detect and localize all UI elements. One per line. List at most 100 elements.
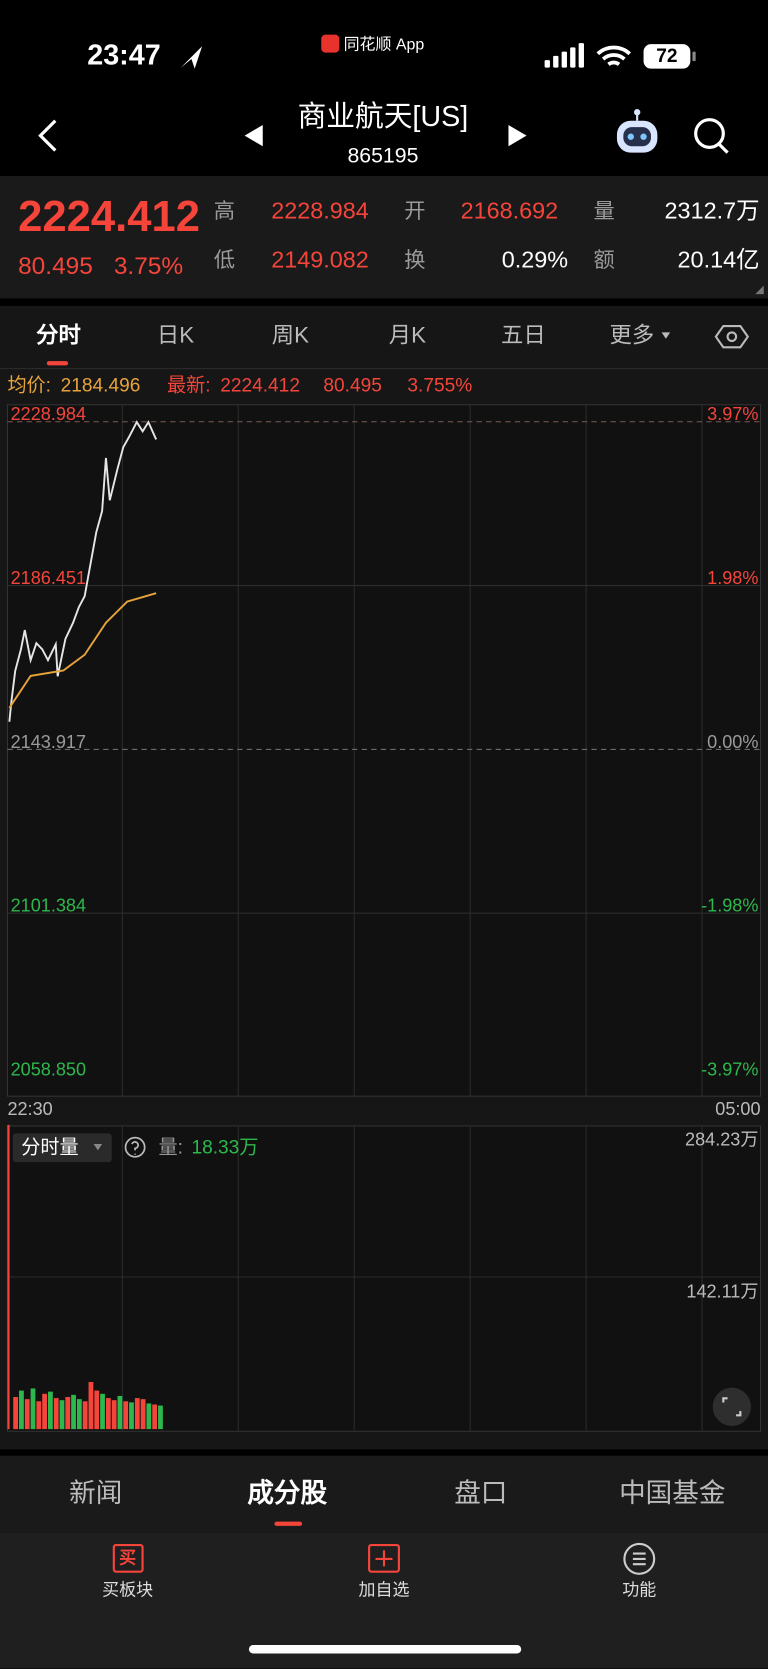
more-arrow [661,332,671,339]
bottom-tab[interactable]: 成分股 [247,1478,327,1508]
volume-bar [140,1399,146,1430]
location-icon [180,46,203,69]
quote-price: 2224.412 [18,193,200,241]
volume-bar [42,1393,47,1430]
volume-bar [53,1398,59,1430]
volume-bar [24,1399,30,1430]
tab[interactable]: 分时 [36,323,81,348]
latest-value: 2224.412 [220,376,300,397]
bottom-tab[interactable]: 中国基金 [619,1478,725,1508]
volume-now-value: 18.33万 [191,1137,258,1158]
volume-bar [111,1400,117,1430]
tab[interactable]: 五日 [501,323,546,348]
expand-button[interactable] [712,1387,751,1426]
turnover-label: 换 [404,248,425,272]
volume-selector-label: 分时量 [21,1136,78,1158]
buy-icon-text: 买 [119,1548,136,1567]
latest-change-pct: 3.755% [407,376,472,397]
x-tick-label: 05:00 [715,1099,760,1119]
help-icon[interactable] [124,1136,146,1158]
tab[interactable]: 日K [157,323,194,348]
avg-label: 均价: [7,375,51,397]
header-title: 商业航天[US] [298,101,469,133]
menu-icon[interactable] [623,1542,656,1575]
volume-bar [71,1394,76,1430]
amount-value: 20.14亿 [678,246,760,272]
y-tick-label: 2186.451 [11,568,86,588]
toolbar-label[interactable]: 功能 [622,1580,656,1599]
status-app: 同花顺 App [344,35,425,53]
latest-change: 80.495 [323,376,382,397]
volume-selector[interactable] [12,1133,112,1163]
y-tick-label: 2058.850 [11,1059,86,1079]
y-tick-label: 142.11万 [686,1282,758,1302]
y-right-label: -1.98% [701,896,758,916]
latest-label: 最新: [167,375,211,397]
next-button[interactable] [508,125,527,147]
y-right-label: 1.98% [707,568,758,588]
volume-bar [117,1395,123,1430]
x-tick-label: 22:30 [7,1099,52,1119]
volume-bar [13,1397,19,1430]
header-code: 865195 [347,144,418,168]
volume-frame [6,1125,762,1432]
volume-bar [100,1393,105,1430]
quote-bg [0,176,768,299]
open-value: 2168.692 [461,197,559,223]
menu-lines [632,1552,646,1566]
volume-bar [36,1401,42,1430]
app-icon [321,34,340,53]
robot-icon[interactable] [616,109,658,153]
tab[interactable]: 更多 [610,323,655,348]
quote-change-pct: 3.75% [114,253,183,280]
selector-arrow [93,1144,103,1151]
battery-icon [643,44,691,69]
volume-bar [129,1402,134,1430]
volume-bar [88,1382,94,1430]
settings-dot [726,331,738,343]
corner-mark [755,285,764,295]
low-label: 低 [214,248,235,272]
signal-icon [544,43,584,68]
volume-bar [94,1390,100,1430]
volume-bar [65,1397,71,1430]
volume-bar [134,1398,140,1430]
back-button[interactable] [38,119,57,152]
volume-label: 量 [594,199,615,223]
low-value: 2149.082 [271,246,369,272]
volume-now-label: 量: [158,1137,182,1158]
tab-indicator [46,361,69,366]
bottom-tab[interactable]: 盘口 [454,1478,507,1508]
high-label: 高 [214,199,235,223]
y-tick-label: 2143.917 [11,732,86,752]
volume-bar [19,1390,24,1430]
bottom-tab[interactable]: 新闻 [69,1478,122,1508]
y-tick-label: 2101.384 [11,896,86,916]
volume-bar [30,1388,36,1430]
volume-bar [59,1400,65,1430]
toolbar-label[interactable]: 加自选 [359,1580,410,1599]
y-right-label: -3.97% [701,1059,758,1079]
volume-bar [7,1124,10,1430]
toolbar-label[interactable]: 买板块 [102,1580,153,1599]
volume-bar [123,1401,129,1430]
tab[interactable]: 月K [389,323,426,348]
settings-button[interactable] [714,324,750,349]
add-icon[interactable] [368,1543,400,1573]
search-button[interactable] [694,118,729,154]
battery-level: 72 [656,46,677,67]
volume-bar [158,1405,163,1430]
wifi-icon [596,45,631,66]
prev-button[interactable] [244,125,263,147]
home-indicator [248,1645,522,1654]
tab[interactable]: 周K [272,323,309,348]
volume-bar [82,1401,88,1430]
battery-tip [692,51,696,62]
turnover-value: 0.29% [502,246,568,272]
buy-icon[interactable] [112,1543,144,1573]
amount-label: 额 [594,248,615,272]
y-right-label: 3.97% [707,404,758,424]
bottom-tabs-bg [0,1455,768,1533]
